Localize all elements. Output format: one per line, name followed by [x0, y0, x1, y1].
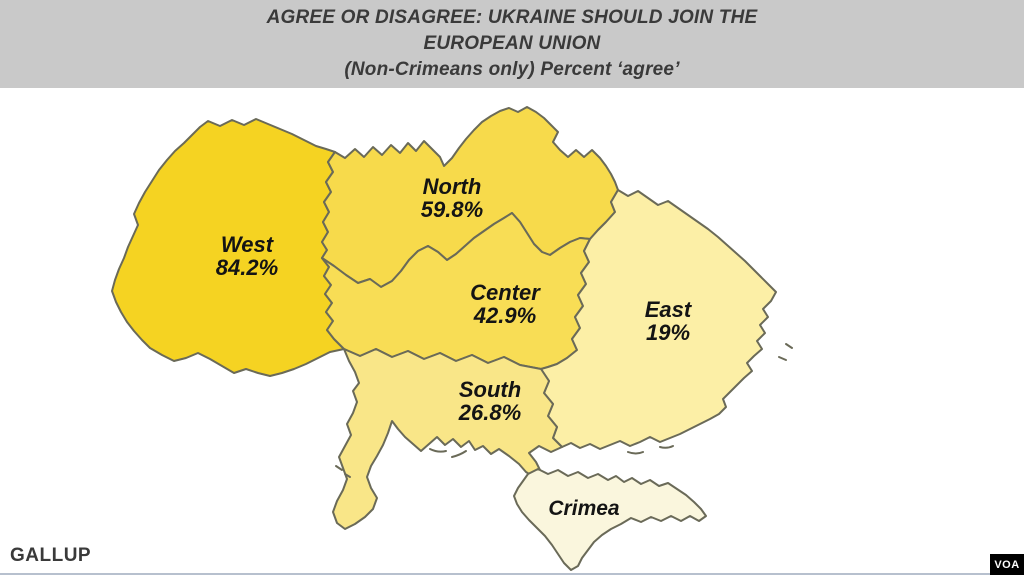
- title-line-2: EUROPEAN UNION: [423, 33, 601, 54]
- header-bar: AGREE OR DISAGREE: UKRAINE SHOULD JOIN T…: [0, 0, 1024, 88]
- region-center-value: 42.9%: [473, 303, 536, 328]
- coastal-islands: [335, 343, 793, 478]
- region-north-label: North: [423, 174, 482, 199]
- region-crimea: [513, 468, 707, 571]
- voa-logo: VOA: [990, 554, 1024, 575]
- region-south-value: 26.8%: [458, 400, 521, 425]
- title-line-3: (Non-Crimeans only) Percent ‘agree’: [344, 59, 680, 80]
- title-line-1: AGREE OR DISAGREE: UKRAINE SHOULD JOIN T…: [266, 7, 758, 28]
- region-south: [332, 348, 563, 530]
- region-crimea-label: Crimea: [548, 497, 620, 520]
- region-south-label: South: [459, 377, 521, 402]
- region-east-label: East: [645, 297, 693, 322]
- bottom-border-line: [0, 573, 1024, 575]
- region-west-label: West: [221, 232, 275, 257]
- region-north-value: 59.8%: [421, 197, 483, 222]
- region-east-value: 19%: [646, 320, 690, 345]
- gallup-source-label: GALLUP: [10, 545, 92, 566]
- region-east: [540, 189, 777, 450]
- region-center-label: Center: [470, 280, 541, 305]
- region-west-value: 84.2%: [216, 255, 278, 280]
